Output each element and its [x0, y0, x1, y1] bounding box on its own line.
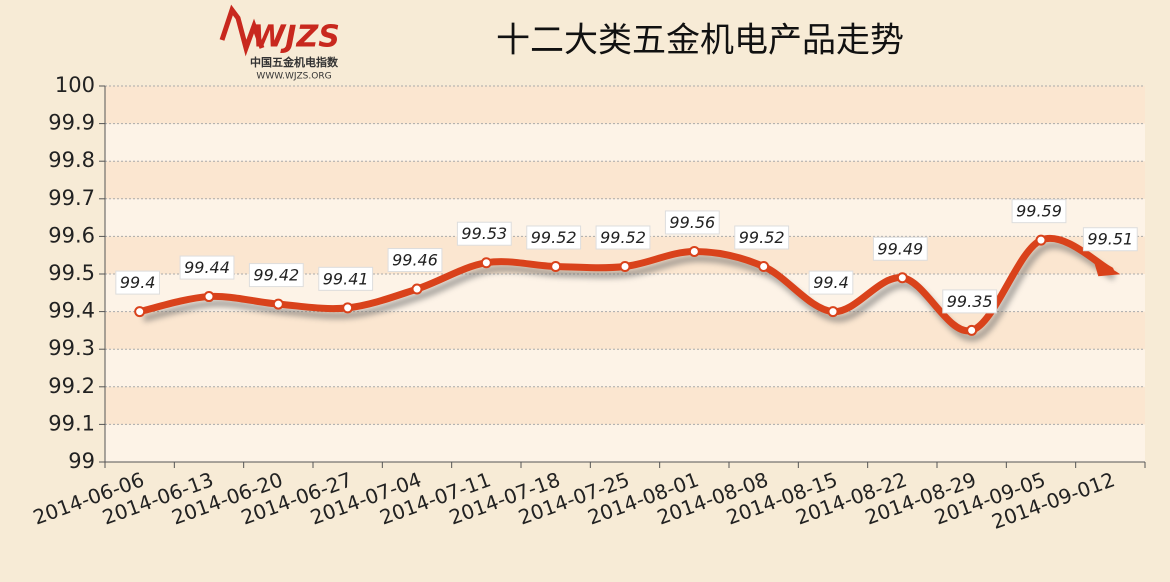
y-tick-label: 99.2 [48, 374, 95, 398]
value-label-group: 99.46 [387, 248, 443, 273]
value-label-box [179, 255, 235, 280]
y-tick-label: 99.6 [48, 223, 95, 247]
value-label: 99.35 [947, 292, 993, 311]
value-label-group: 99.41 [318, 266, 374, 291]
value-label-group: 99.35 [942, 289, 998, 314]
value-label: 99.53 [461, 224, 507, 243]
y-tick-label: 99.5 [48, 261, 95, 285]
value-label-group: 99.52 [526, 225, 582, 250]
value-label: 99.41 [323, 269, 369, 288]
value-label-group: 99.4 [808, 270, 854, 295]
y-tick-label: 99 [68, 449, 95, 473]
logo-mark: WJZS [252, 20, 340, 55]
value-label: 99.49 [877, 239, 923, 258]
value-label-box [942, 289, 998, 314]
point [342, 302, 354, 314]
value-label-box [872, 236, 928, 261]
logo-arrow [219, 4, 265, 57]
point [411, 283, 423, 295]
plot-band [105, 424, 1145, 462]
value-label: 99.46 [392, 251, 438, 270]
point [272, 298, 284, 310]
y-tick-label: 99.8 [48, 148, 95, 172]
line-arrowhead [1092, 256, 1121, 277]
value-label-group: 99.53 [456, 221, 512, 246]
value-label-box [595, 225, 651, 250]
plot-band [105, 161, 1145, 199]
value-label-box [248, 263, 304, 288]
point [688, 245, 700, 257]
value-label-box [808, 270, 854, 295]
logo-url: WWW.WJZS.ORG [256, 72, 331, 82]
point [966, 324, 978, 336]
y-tick-label: 99.3 [48, 336, 95, 360]
value-label-box [1082, 227, 1138, 252]
y-tick-label: 99.4 [48, 299, 95, 323]
plot-band [105, 123, 1145, 162]
plot-band [105, 349, 1145, 387]
value-label: 99.52 [739, 228, 785, 247]
y-tick-label: 99.9 [48, 111, 95, 135]
value-label-group: 99.52 [734, 225, 790, 250]
value-label: 99.44 [184, 258, 230, 277]
y-tick-label: 99.7 [48, 186, 95, 210]
point [203, 291, 215, 303]
value-label-group: 99.56 [664, 210, 720, 235]
point [134, 306, 146, 318]
value-label: 99.52 [600, 228, 646, 247]
value-label-box [526, 225, 582, 250]
y-tick-label: 99.1 [48, 411, 95, 435]
value-label-group: 99.52 [595, 225, 651, 250]
logo-name: 中国五金机电指数 [250, 55, 339, 69]
line-shadow [142, 241, 1117, 342]
point [1035, 234, 1047, 246]
point [827, 306, 839, 318]
value-label-group: 99.49 [872, 236, 928, 261]
value-label-group: 99.42 [248, 263, 304, 288]
chart-title: 十二大类五金机电产品走势 [496, 21, 904, 61]
point [758, 260, 770, 272]
value-label-box [387, 248, 443, 273]
value-label-group: 99.59 [1011, 199, 1067, 224]
value-label: 99.51 [1087, 230, 1133, 249]
value-label: 99.4 [813, 273, 849, 292]
plot-band [105, 86, 1145, 124]
value-label: 99.52 [531, 228, 577, 247]
value-label-box [734, 225, 790, 250]
logo: WJZS 中国五金机电指数 WWW.WJZS.ORG [219, 4, 340, 82]
value-label: 99.4 [120, 273, 156, 292]
value-label-box [318, 266, 374, 291]
point [480, 257, 492, 269]
value-label: 99.56 [669, 213, 715, 232]
value-label-box [115, 270, 160, 295]
value-label-group: 99.4 [115, 270, 160, 295]
value-label-box [664, 210, 720, 235]
value-label: 99.59 [1016, 202, 1062, 221]
value-label-group: 99.44 [179, 255, 235, 280]
value-label-box [1011, 199, 1067, 224]
value-label: 99.42 [253, 266, 299, 285]
point [619, 260, 631, 272]
point [550, 260, 562, 272]
value-label-box [456, 221, 512, 246]
y-tick-label: 100 [55, 73, 95, 97]
plot-band [105, 386, 1145, 425]
value-label-group: 99.51 [1082, 227, 1138, 252]
point [896, 272, 908, 284]
